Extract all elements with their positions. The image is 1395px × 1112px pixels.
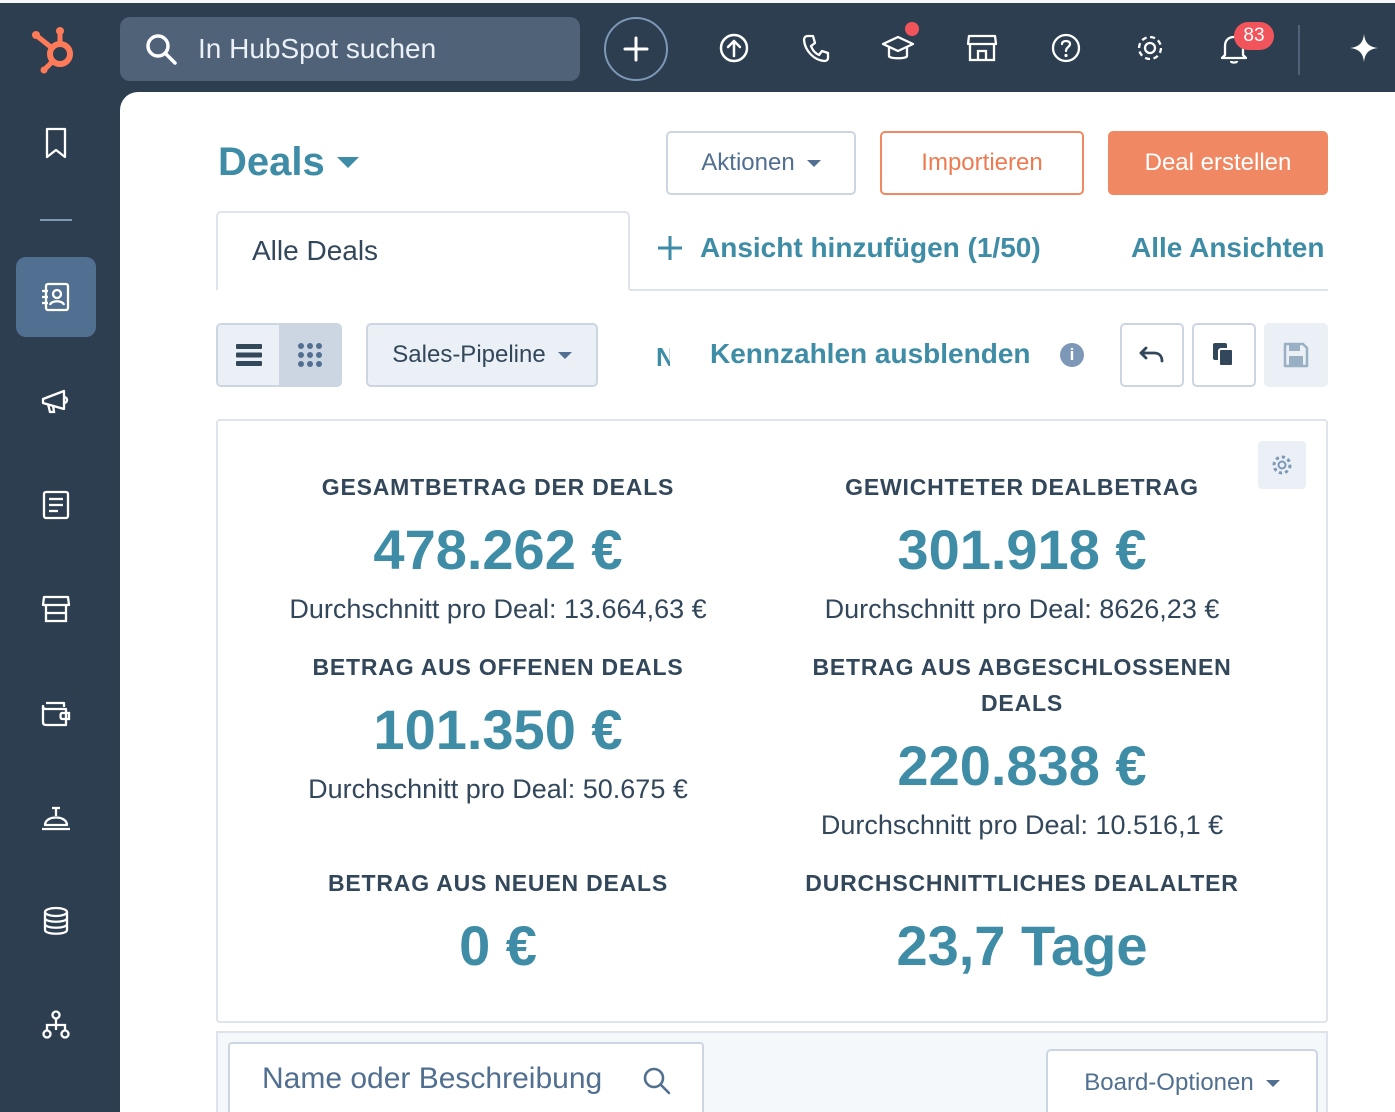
global-search-input[interactable]: In HubSpot suchen <box>120 17 580 81</box>
board-view-button[interactable] <box>279 325 340 385</box>
actions-label: Aktionen <box>701 149 795 176</box>
plus-icon <box>623 36 649 62</box>
notification-count-badge: 83 <box>1234 22 1274 50</box>
board-options-dropdown[interactable]: Board-Optionen <box>1046 1049 1318 1112</box>
kpi-label: BETRAG AUS ABGESCHLOSSENEN <box>812 654 1232 680</box>
board-options-label: Board-Optionen <box>1084 1069 1254 1096</box>
gear-icon <box>1272 455 1292 475</box>
top-nav-bar: In HubSpot suchen 83 <box>0 0 1395 92</box>
kpi-label: GESAMTBETRAG DER DEALS <box>321 474 675 500</box>
marketplace-icon[interactable] <box>964 30 1000 66</box>
actions-dropdown-button[interactable]: Aktionen <box>666 131 856 195</box>
chevron-down-icon <box>806 159 821 167</box>
upgrade-icon[interactable] <box>716 30 752 66</box>
search-icon <box>643 1067 671 1095</box>
create-deal-button[interactable]: Deal erstellen <box>1108 131 1328 195</box>
object-switcher-dropdown[interactable]: Deals <box>218 140 359 185</box>
chevron-down-icon <box>1265 1079 1280 1087</box>
help-icon[interactable] <box>1048 30 1084 66</box>
truncated-toolbar-item[interactable]: N <box>656 342 670 372</box>
marketing-icon[interactable] <box>16 361 96 441</box>
data-icon[interactable] <box>16 881 96 961</box>
kpi-label: BETRAG AUS NEUEN DEALS <box>327 870 669 896</box>
commerce-icon[interactable] <box>16 569 96 649</box>
info-icon[interactable]: i <box>1060 343 1084 367</box>
hide-kpis-button[interactable]: Kennzahlen ausblenden <box>710 338 1031 369</box>
ai-sparkle-icon[interactable] <box>1346 30 1382 66</box>
kpi-summary-panel: GESAMTBETRAG DER DEALS 478.262 € Durchsc… <box>216 419 1328 1023</box>
view-mode-toggle <box>216 323 342 387</box>
academy-icon[interactable] <box>880 30 916 66</box>
chevron-down-icon <box>557 351 572 359</box>
page-title: Deals <box>218 140 325 184</box>
undo-icon <box>1139 346 1164 363</box>
main-content: Deals Aktionen Importieren Deal erstelle… <box>120 92 1395 1112</box>
kpi-open-amount: BETRAG AUS OFFENEN DEALS 101.350 € Durch… <box>248 649 748 809</box>
kpi-value: 0 € <box>459 914 537 977</box>
kpi-value: 478.262 € <box>373 518 623 581</box>
chevron-down-icon <box>336 157 359 168</box>
all-views-link[interactable]: Alle Ansichten <box>1131 232 1325 263</box>
kpi-label: GEWICHTETER DEALBETRAG <box>845 474 1199 500</box>
kpi-label: BETRAG AUS OFFENEN DEALS <box>312 654 684 680</box>
pipeline-select[interactable]: Sales-Pipeline <box>366 323 598 387</box>
plus-icon <box>658 236 682 260</box>
list-view-button[interactable] <box>218 325 279 385</box>
content-icon[interactable] <box>16 465 96 545</box>
contacts-icon[interactable] <box>16 257 96 337</box>
kpi-average: Durchschnitt pro Deal: 10.516,1 € <box>820 810 1224 840</box>
kpi-new-amount: BETRAG AUS NEUEN DEALS 0 € <box>248 865 748 981</box>
tabs-divider <box>216 289 1328 291</box>
kpi-value: 301.918 € <box>897 518 1147 581</box>
kpi-average: Durchschnitt pro Deal: 50.675 € <box>308 774 688 804</box>
kpi-closed-amount: BETRAG AUS ABGESCHLOSSENEN DEALS 220.838… <box>772 649 1272 845</box>
phone-icon[interactable] <box>798 30 834 66</box>
academy-notification-dot <box>905 22 919 36</box>
search-icon <box>146 34 177 65</box>
undo-button[interactable] <box>1120 323 1184 387</box>
kpi-label: DURCHSCHNITTLICHES DEALALTER <box>805 870 1239 896</box>
kpi-value: 220.838 € <box>897 734 1147 797</box>
save-icon <box>1283 342 1309 368</box>
deal-search-input[interactable]: Name oder Beschreibung <box>228 1042 704 1112</box>
sprocket-logo-icon[interactable] <box>28 23 84 75</box>
bookmark-icon[interactable] <box>16 103 96 183</box>
kpi-total-amount: GESAMTBETRAG DER DEALS 478.262 € Durchsc… <box>248 469 748 629</box>
topbar-divider <box>1298 25 1300 75</box>
kpi-value: 101.350 € <box>373 698 623 761</box>
kpi-average-age: DURCHSCHNITTLICHES DEALALTER 23,7 Tage <box>772 865 1272 981</box>
search-placeholder: In HubSpot suchen <box>198 33 437 64</box>
kpi-average: Durchschnitt pro Deal: 13.664,63 € <box>289 594 707 624</box>
search-placeholder: Name oder Beschreibung <box>262 1062 603 1095</box>
list-icon <box>235 344 262 366</box>
kpi-label: DEALS <box>981 690 1063 716</box>
service-icon[interactable] <box>16 777 96 857</box>
import-button[interactable]: Importieren <box>880 131 1084 195</box>
kpi-value: 23,7 Tage <box>896 914 1148 977</box>
save-view-button[interactable] <box>1264 323 1328 387</box>
board-toolbar: Name oder Beschreibung Board-Optionen <box>216 1031 1328 1112</box>
kpi-settings-button[interactable] <box>1258 441 1306 489</box>
kpi-average: Durchschnitt pro Deal: 8626,23 € <box>824 594 1220 624</box>
copy-icon <box>1213 343 1234 367</box>
automation-icon[interactable] <box>16 985 96 1065</box>
grid-icon <box>297 343 322 367</box>
sales-icon[interactable] <box>16 673 96 753</box>
clone-button[interactable] <box>1192 323 1256 387</box>
settings-icon[interactable] <box>1132 30 1168 66</box>
tab-label: Alle Deals <box>252 235 379 266</box>
add-view-label: Ansicht hinzufügen (1/50) <box>700 232 1041 263</box>
add-view-button[interactable]: Ansicht hinzufügen (1/50) <box>656 232 1041 264</box>
sidebar-divider <box>40 219 72 221</box>
tab-alle-deals[interactable]: Alle Deals <box>216 211 630 291</box>
kpi-weighted-amount: GEWICHTETER DEALBETRAG 301.918 € Durchsc… <box>772 469 1272 629</box>
quick-create-button[interactable] <box>604 17 668 81</box>
pipeline-label: Sales-Pipeline <box>392 341 546 368</box>
